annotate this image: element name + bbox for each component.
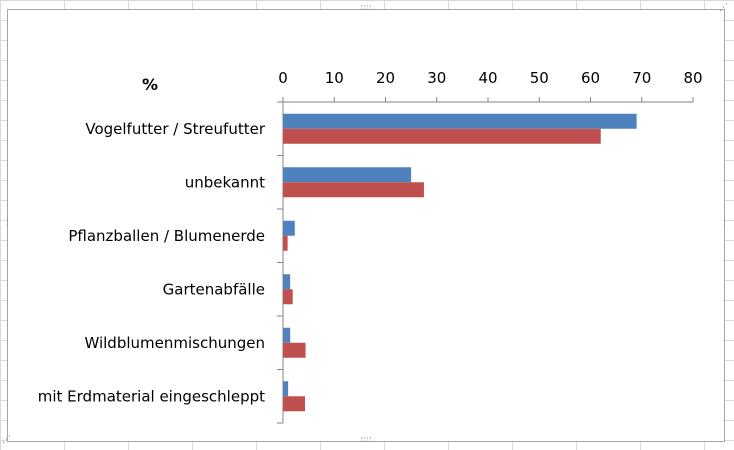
x-tick-label: 0	[278, 69, 288, 87]
x-tick-label: 40	[478, 69, 497, 87]
bar-series-2	[283, 396, 306, 412]
bar-series-1	[283, 220, 295, 236]
bar-series-2	[283, 289, 293, 305]
bar-series-1	[283, 381, 289, 397]
bar-series-2	[283, 235, 288, 251]
x-tick-label: 50	[530, 69, 549, 87]
x-tick-label: 30	[427, 69, 446, 87]
category-labels: Vogelfutter / Streufutter unbekannt Pflanz…	[38, 120, 266, 406]
chart-area[interactable]: :::: ⋮ ⋮ :::: ⋰ ⋰	[2, 4, 729, 445]
category-label: Vogelfutter / Streufutter	[85, 120, 265, 138]
x-tick-label: 60	[581, 69, 600, 87]
resize-handle-right[interactable]: ⋮	[720, 217, 729, 227]
bar-series-1	[283, 113, 637, 129]
resize-handle-left[interactable]: ⋮	[3, 217, 12, 227]
x-tick-label: 70	[632, 69, 651, 87]
resize-handle-bottom[interactable]: ::::	[360, 435, 373, 445]
resize-handle-top[interactable]: ::::	[360, 3, 373, 13]
x-tick-label: 80	[683, 69, 702, 87]
x-tick-label: 10	[325, 69, 344, 87]
bar-series-2	[283, 128, 601, 144]
bar-series-1	[283, 327, 291, 343]
resize-handle-corner-tr[interactable]: ⋰	[719, 3, 728, 13]
bar-series-2	[283, 342, 306, 358]
bar-series-1	[283, 274, 291, 290]
x-axis-ticks: 0 10 20 30 40 50 60 70 80	[277, 69, 703, 424]
chart-title: %	[142, 75, 158, 94]
category-label: Pflanzballen / Blumenerde	[68, 227, 265, 245]
bar-series-1	[283, 167, 412, 183]
category-label: Gartenabfälle	[163, 280, 265, 298]
category-label: unbekannt	[185, 173, 265, 191]
category-label: mit Erdmaterial eingeschleppt	[38, 387, 265, 405]
category-label: Wildblumenmischungen	[84, 334, 265, 352]
bars	[283, 113, 637, 412]
resize-handle-corner-bl[interactable]: ⋰	[2, 435, 11, 445]
bar-series-2	[283, 182, 424, 198]
x-tick-label: 20	[376, 69, 395, 87]
